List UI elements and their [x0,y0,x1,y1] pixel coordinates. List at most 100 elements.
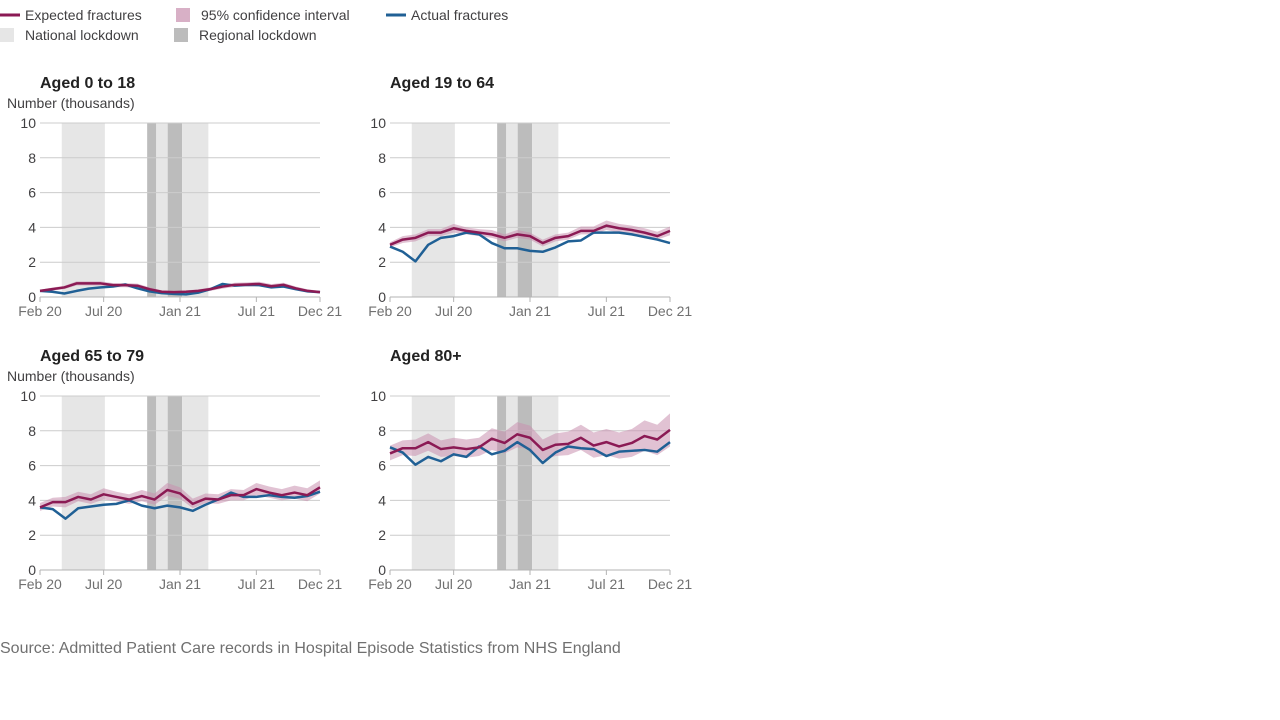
x-tick-label: Jul 21 [238,303,276,319]
national-lockdown-band [411,123,455,297]
legend-item-regional: Regional lockdown [174,27,317,43]
national-lockdown-band [506,396,518,570]
panel-title: Aged 19 to 64 [390,75,494,92]
chart-panels: Aged 0 to 18 Number (thousands) 0 2 4 6 8 10 Feb… [7,75,692,592]
legend-item-expected: Expected fractures [0,7,142,23]
confidence-interval-band [40,480,320,511]
x-tick-label: Jul 21 [238,576,276,592]
legend-label-ci: 95% confidence interval [201,7,350,23]
national-lockdown-band [506,123,518,297]
x-tick-label: Jul 20 [85,576,123,592]
panel-3: Aged 65 to 79 Number (thousands) 0 2 4 6 8 10 Fe… [7,348,342,592]
national-lockdown-band [156,123,168,297]
y-axis-label: Number (thousands) [7,95,135,111]
panel-title: Aged 80+ [390,348,462,365]
legend-swatch-national [0,28,14,42]
regional-lockdown-band [167,123,183,297]
regional-lockdown-band [147,123,157,297]
y-tick-label: 10 [370,388,386,404]
legend-item-ci: 95% confidence interval [176,7,350,23]
actual-fractures-line [389,231,671,263]
y-tick-label: 2 [378,527,386,543]
legend-item-actual: Actual fractures [386,7,508,23]
panel-title: Aged 0 to 18 [40,75,135,92]
y-tick-label: 10 [20,115,36,131]
y-tick-label: 4 [28,492,36,508]
y-tick-label: 8 [28,423,36,439]
x-tick-label: Jul 21 [588,576,626,592]
y-tick-label: 4 [378,219,386,235]
x-tick-label: Jan 21 [509,576,551,592]
x-tick-label: Feb 20 [368,576,412,592]
x-tick-label: Dec 21 [298,303,343,319]
source-note: Source: Admitted Patient Care records in… [0,640,621,657]
y-tick-label: 6 [28,185,36,201]
actual-fractures-line [39,282,321,296]
y-tick-label: 4 [28,219,36,235]
y-tick-label: 10 [370,115,386,131]
national-lockdown-band [61,123,105,297]
actual-fractures-line [389,440,671,466]
expected-fractures-line [39,486,321,509]
x-tick-label: Dec 21 [648,576,693,592]
national-lockdown-band [156,396,168,570]
regional-lockdown-band [167,396,183,570]
x-tick-label: Feb 20 [368,303,412,319]
legend: Expected fractures 95% confidence interva… [0,7,508,43]
y-tick-label: 8 [378,150,386,166]
y-tick-label: 8 [28,150,36,166]
legend-item-national: National lockdown [0,27,139,43]
x-tick-label: Feb 20 [18,576,62,592]
expected-fractures-line [389,224,671,246]
legend-label-national: National lockdown [25,27,139,43]
x-tick-label: Jan 21 [159,303,201,319]
panel-2: Aged 19 to 64 0 2 4 6 8 10 Feb 20 Jul 20 Jan 21 Ju… [368,75,692,319]
y-tick-label: 0 [28,289,36,305]
regional-lockdown-band [517,396,533,570]
national-lockdown-band [532,123,559,297]
x-tick-label: Jul 20 [435,576,473,592]
legend-label-actual: Actual fractures [411,7,508,23]
x-tick-label: Jan 21 [509,303,551,319]
expected-fractures-line [39,282,321,294]
x-tick-label: Dec 21 [298,576,343,592]
national-lockdown-band [182,396,209,570]
y-tick-label: 6 [378,458,386,474]
y-tick-label: 6 [28,458,36,474]
x-tick-label: Feb 20 [18,303,62,319]
y-tick-label: 10 [20,388,36,404]
y-axis-label: Number (thousands) [7,368,135,384]
panel-4: Aged 80+ 0 2 4 6 8 10 Feb 20 Jul 20 Jan 21 Jul 21 D… [368,348,692,592]
y-tick-label: 0 [28,562,36,578]
y-tick-label: 6 [378,185,386,201]
y-tick-label: 2 [378,254,386,270]
national-lockdown-band [532,396,559,570]
legend-swatch-regional [174,28,188,42]
legend-swatch-ci [176,8,190,22]
y-tick-label: 8 [378,423,386,439]
regional-lockdown-band [497,396,507,570]
legend-label-expected: Expected fractures [25,7,142,23]
y-tick-label: 0 [378,562,386,578]
expected-fractures-line [389,428,671,455]
regional-lockdown-band [497,123,507,297]
regional-lockdown-band [517,123,533,297]
y-tick-label: 4 [378,492,386,508]
actual-fractures-line [39,490,321,520]
y-tick-label: 0 [378,289,386,305]
regional-lockdown-band [147,396,157,570]
x-tick-label: Jul 20 [435,303,473,319]
x-tick-label: Dec 21 [648,303,693,319]
legend-label-regional: Regional lockdown [199,27,317,43]
y-tick-label: 2 [28,254,36,270]
y-tick-label: 2 [28,527,36,543]
x-tick-label: Jul 21 [588,303,626,319]
national-lockdown-band [182,123,209,297]
x-tick-label: Jul 20 [85,303,123,319]
panel-title: Aged 65 to 79 [40,348,144,365]
panel-1: Aged 0 to 18 Number (thousands) 0 2 4 6 8 10 Feb… [7,75,342,319]
national-lockdown-band [61,396,105,570]
national-lockdown-band [411,396,455,570]
x-tick-label: Jan 21 [159,576,201,592]
